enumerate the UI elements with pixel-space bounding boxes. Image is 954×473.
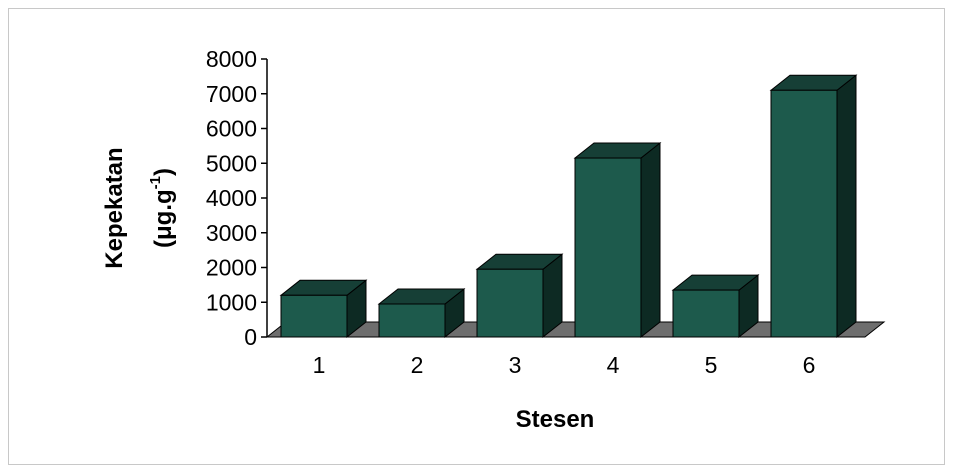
y-tick-label: 5000 bbox=[206, 150, 257, 176]
bar-front bbox=[574, 157, 642, 338]
bar bbox=[475, 253, 564, 339]
bar-front bbox=[770, 89, 838, 338]
x-tick-label: 1 bbox=[313, 352, 326, 378]
x-axis-title: Stesen bbox=[516, 406, 595, 433]
bar-front bbox=[672, 289, 740, 338]
y-axis-title-unit: (μg.g-1) bbox=[147, 168, 177, 248]
y-tick-label: 4000 bbox=[206, 185, 257, 211]
bar bbox=[377, 287, 466, 339]
x-tick-label: 4 bbox=[607, 352, 620, 378]
x-tick-label: 5 bbox=[705, 352, 718, 378]
y-tick-label: 3000 bbox=[206, 220, 257, 246]
y-tick-label: 2000 bbox=[206, 255, 257, 281]
x-tick-label: 2 bbox=[411, 352, 424, 378]
bar-front bbox=[280, 294, 348, 338]
y-tick-label: 7000 bbox=[206, 81, 257, 107]
y-tick-labels: 0 1000 2000 3000 4000 5000 6000 7000 8000 bbox=[206, 46, 257, 350]
y-tick-label: 6000 bbox=[206, 116, 257, 142]
x-tick-labels: 1 2 3 4 5 6 bbox=[313, 352, 816, 378]
bar-front bbox=[476, 268, 544, 338]
y-axis-title: Kepekatan (μg.g-1) bbox=[101, 147, 177, 268]
bar-front bbox=[378, 303, 446, 338]
y-tick-label: 8000 bbox=[206, 46, 257, 72]
x-tick-label: 6 bbox=[803, 352, 816, 378]
bar-side bbox=[836, 74, 857, 339]
y-tick-label: 0 bbox=[244, 324, 257, 350]
y-axis bbox=[261, 58, 865, 338]
x-tick-label: 3 bbox=[509, 352, 522, 378]
bar-side bbox=[640, 142, 661, 339]
bar-series bbox=[279, 74, 858, 339]
bar bbox=[769, 74, 858, 339]
bar bbox=[671, 274, 760, 339]
bar bbox=[573, 142, 662, 339]
y-tick-label: 1000 bbox=[206, 289, 257, 315]
y-axis-title-main: Kepekatan bbox=[101, 147, 128, 268]
bar bbox=[279, 279, 368, 339]
